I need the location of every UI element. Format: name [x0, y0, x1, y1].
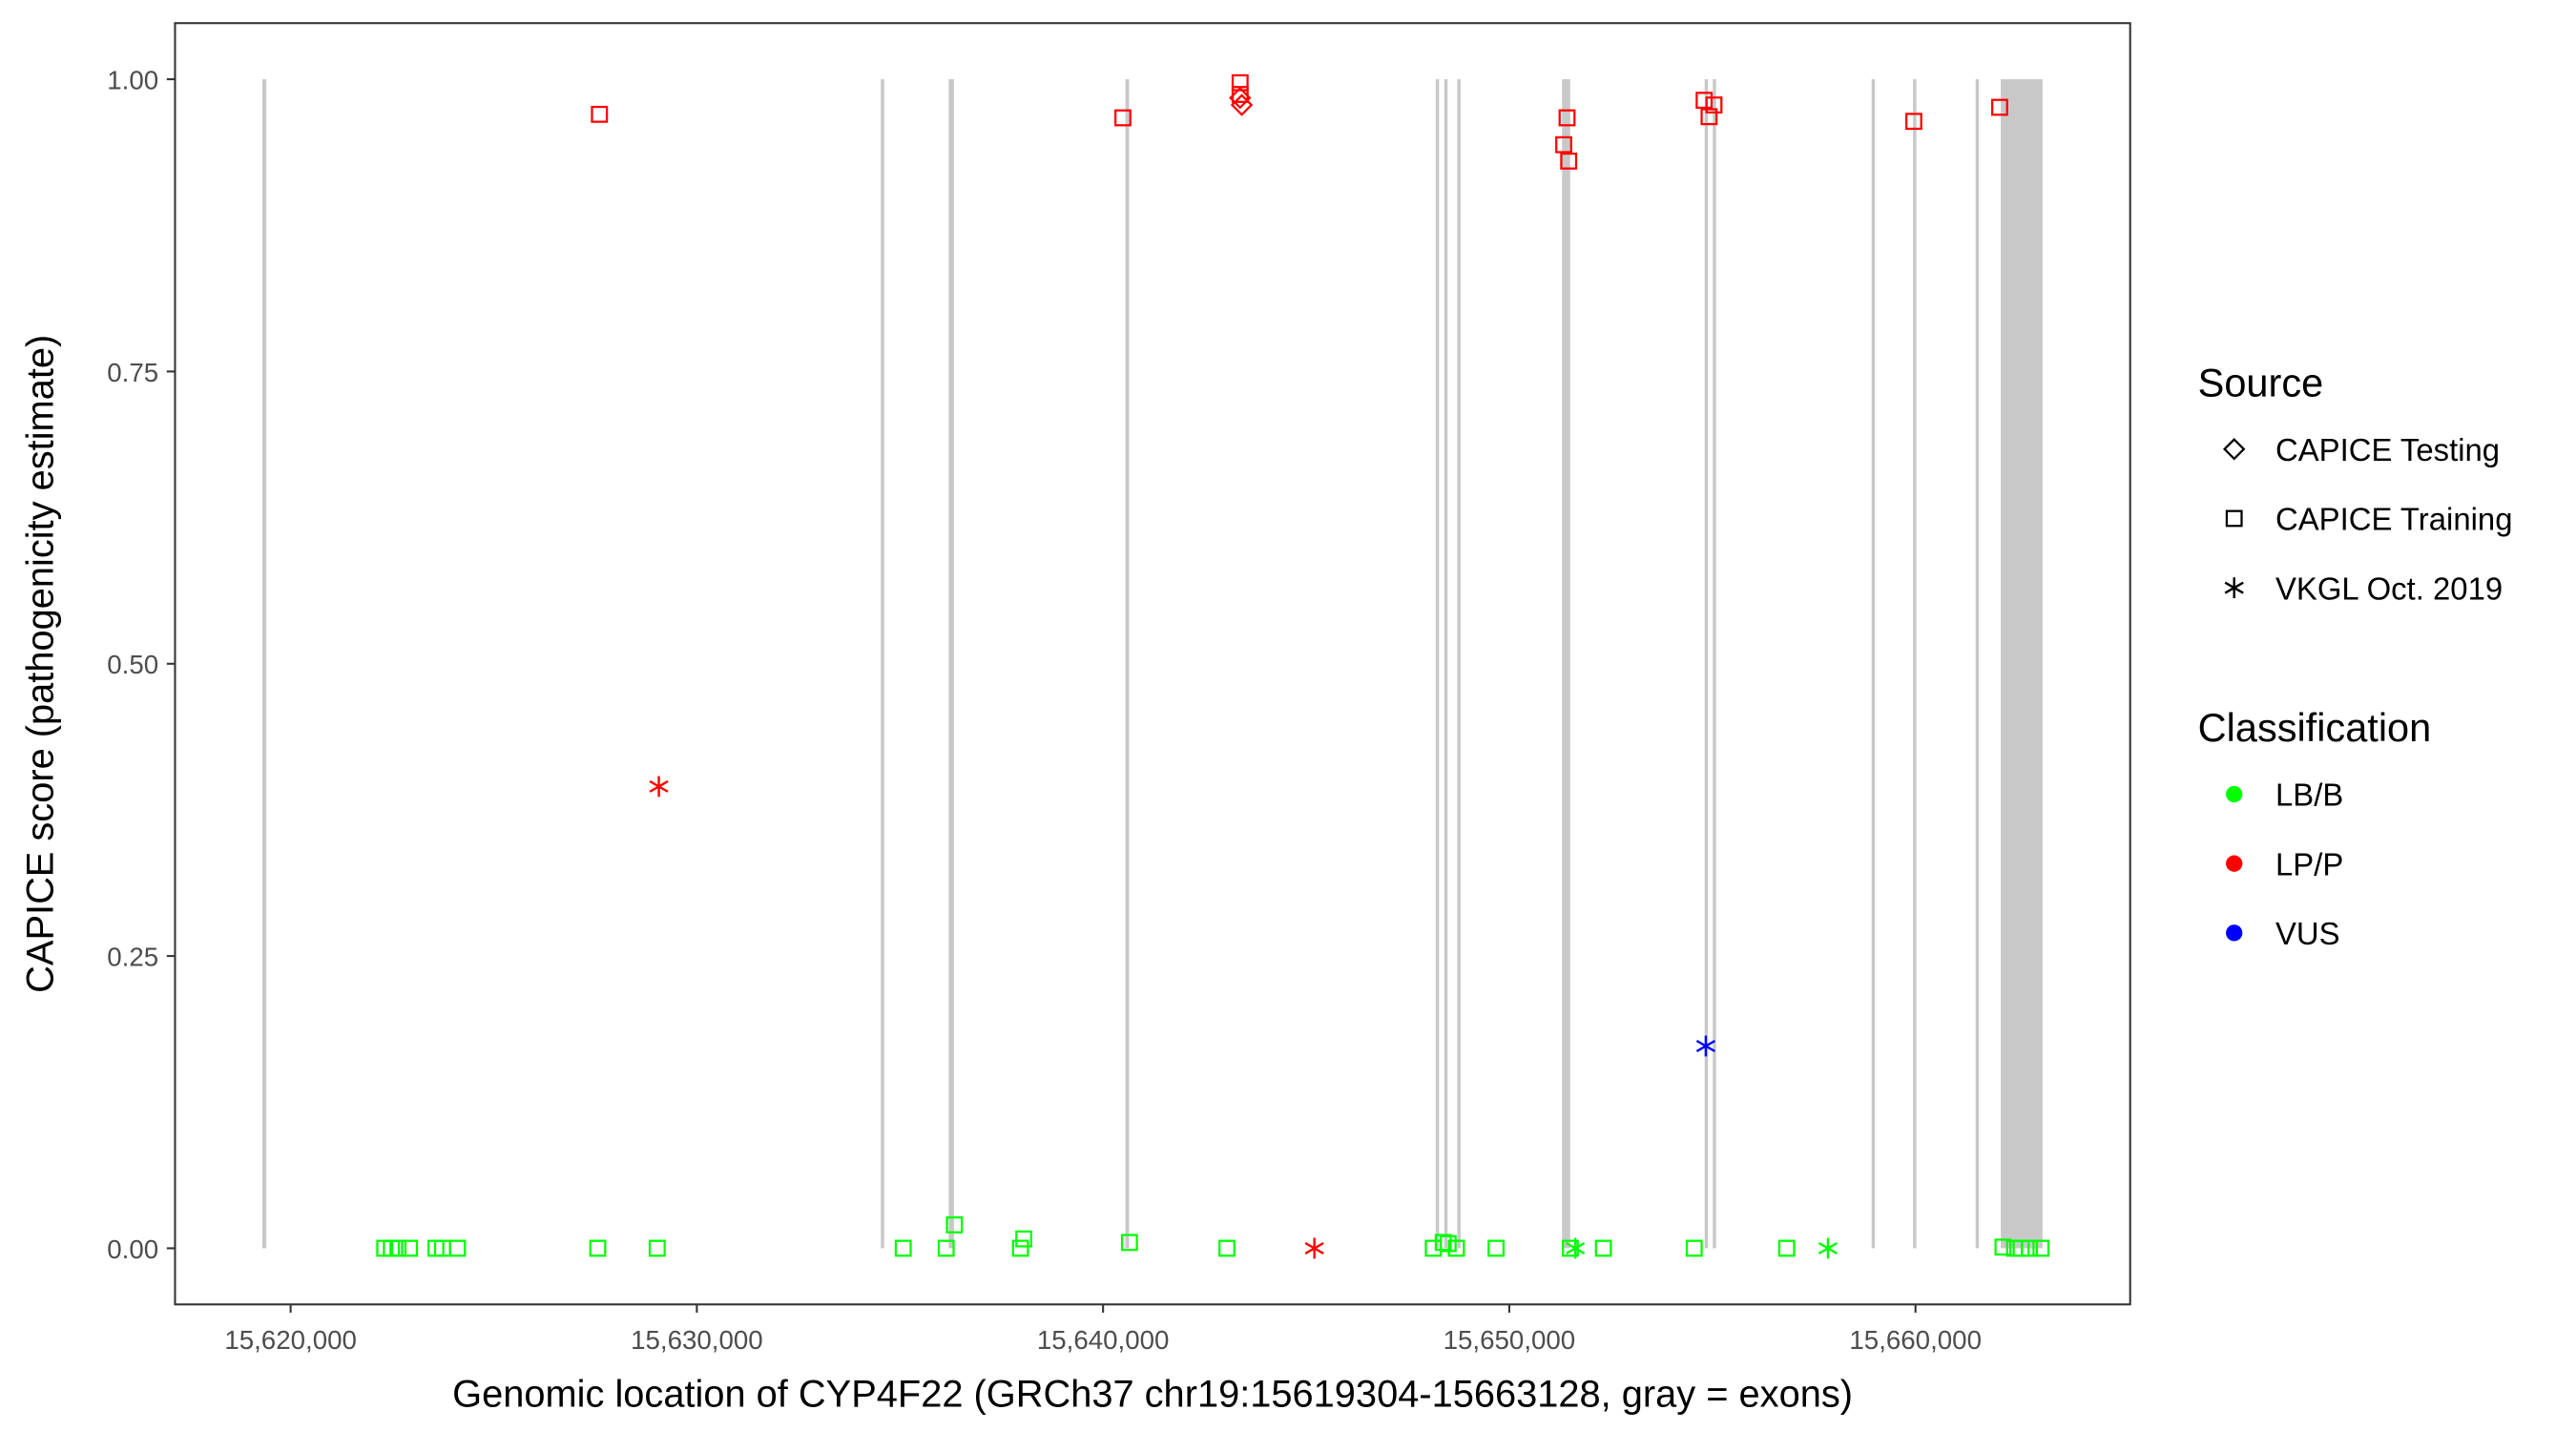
legend: Source CAPICE Testing CAPICE Training VKGL… [2198, 360, 2513, 951]
exon-band [2001, 79, 2043, 1249]
data-point-asterisk [1304, 1237, 1324, 1259]
data-point-asterisk [649, 776, 669, 798]
exon-band [1562, 79, 1570, 1249]
y-tick-label: 0.00 [107, 1234, 158, 1264]
legend-title-source: Source [2198, 360, 2324, 404]
y-axis-ticks: 0.00 0.25 0.50 0.75 1.00 [107, 65, 176, 1264]
data-point-square [1562, 1239, 1579, 1257]
exon-band [1435, 79, 1440, 1249]
exon-band [1713, 79, 1716, 1249]
x-tick-label: 15,630,000 [631, 1325, 763, 1355]
data-point-square [1594, 1239, 1612, 1257]
exon-band [261, 79, 267, 1249]
data-point-square [648, 1239, 666, 1257]
legend-label: CAPICE Testing [2275, 432, 2500, 467]
data-point-square [1777, 1239, 1796, 1257]
exon-band [1913, 79, 1917, 1249]
data-point-square [589, 1239, 607, 1257]
data-point-asterisk [1566, 1237, 1586, 1259]
legend-title-classification: Classification [2198, 705, 2432, 750]
exon-band [948, 79, 954, 1249]
y-tick-label: 0.75 [107, 358, 158, 387]
exon-band [881, 79, 884, 1249]
asterisk-stroke [1818, 1241, 1839, 1255]
data-point-square [1447, 1239, 1465, 1257]
data-point-square [945, 1216, 964, 1234]
data-point-square [1120, 1234, 1138, 1252]
exon-band [1871, 79, 1876, 1249]
legend-key-asterisk [2224, 577, 2244, 599]
y-tick-label: 0.25 [107, 942, 158, 971]
data-point-square [1555, 135, 1572, 154]
data-point-square [1558, 109, 1576, 127]
legend-key-square [2225, 509, 2243, 528]
data-point-square [1011, 1239, 1029, 1257]
data-point-square [1905, 113, 1922, 131]
data-point-square [2032, 1239, 2050, 1257]
data-point-square [1991, 98, 2008, 116]
legend-label: VUS [2275, 916, 2340, 951]
exon-band [1704, 79, 1709, 1249]
legend-label: VKGL Oct. 2019 [2275, 570, 2503, 606]
legend-key-diamond [2223, 438, 2246, 461]
x-axis-ticks: 15,620,000 15,630,000 15,640,000 15,650,000… [224, 1304, 1982, 1355]
y-tick-label: 1.00 [107, 65, 158, 94]
data-point-square [2021, 1239, 2039, 1257]
data-point-asterisk [1818, 1237, 1839, 1259]
legend-label: CAPICE Training [2275, 502, 2513, 537]
legend-key-dot [2226, 855, 2243, 872]
legend-label: LP/P [2275, 846, 2343, 881]
asterisk-stroke [649, 779, 669, 793]
data-point-square [1114, 109, 1132, 127]
data-points [376, 73, 2050, 1259]
data-point-square [448, 1239, 467, 1257]
x-tick-label: 15,660,000 [1849, 1325, 1982, 1355]
asterisk-stroke [1304, 1241, 1324, 1255]
data-point-square [1700, 108, 1718, 126]
data-point-square [1560, 152, 1578, 170]
data-point-square [1487, 1239, 1505, 1257]
y-axis-title: CAPICE score (pathogenicity estimate) [19, 335, 61, 993]
data-point-square [389, 1239, 407, 1257]
data-point-asterisk [1695, 1035, 1715, 1057]
exon-band [1125, 79, 1130, 1249]
data-point-square [1705, 96, 1723, 114]
data-point-square [1218, 1239, 1236, 1257]
exon-band [1975, 79, 1980, 1249]
data-point-square [1994, 1238, 2012, 1256]
data-point-square [1015, 1230, 1033, 1248]
data-point-square [1434, 1234, 1452, 1252]
legend-key-dot [2226, 924, 2243, 942]
y-tick-label: 0.50 [107, 650, 158, 679]
data-point-square [894, 1239, 912, 1257]
exon-band [1457, 79, 1461, 1249]
asterisk-stroke [2224, 581, 2244, 594]
asterisk-stroke [1695, 1039, 1715, 1052]
exon-bands [261, 79, 2043, 1249]
data-point-square [937, 1239, 955, 1257]
data-point-square [1685, 1239, 1703, 1257]
x-tick-label: 15,620,000 [224, 1325, 357, 1355]
x-tick-label: 15,640,000 [1037, 1325, 1170, 1355]
legend-label: LB/B [2275, 778, 2343, 813]
x-axis-title: Genomic location of CYP4F22 (GRCh37 chr1… [452, 1374, 1853, 1416]
exon-band [1444, 79, 1448, 1249]
data-point-diamond [1229, 86, 1252, 110]
data-point-square [1231, 73, 1249, 92]
data-point-square [1695, 92, 1714, 110]
x-tick-label: 15,650,000 [1444, 1325, 1576, 1355]
data-point-square [401, 1239, 419, 1257]
asterisk-stroke [1566, 1241, 1586, 1255]
data-point-square [591, 105, 609, 123]
legend-key-dot [2226, 785, 2243, 803]
